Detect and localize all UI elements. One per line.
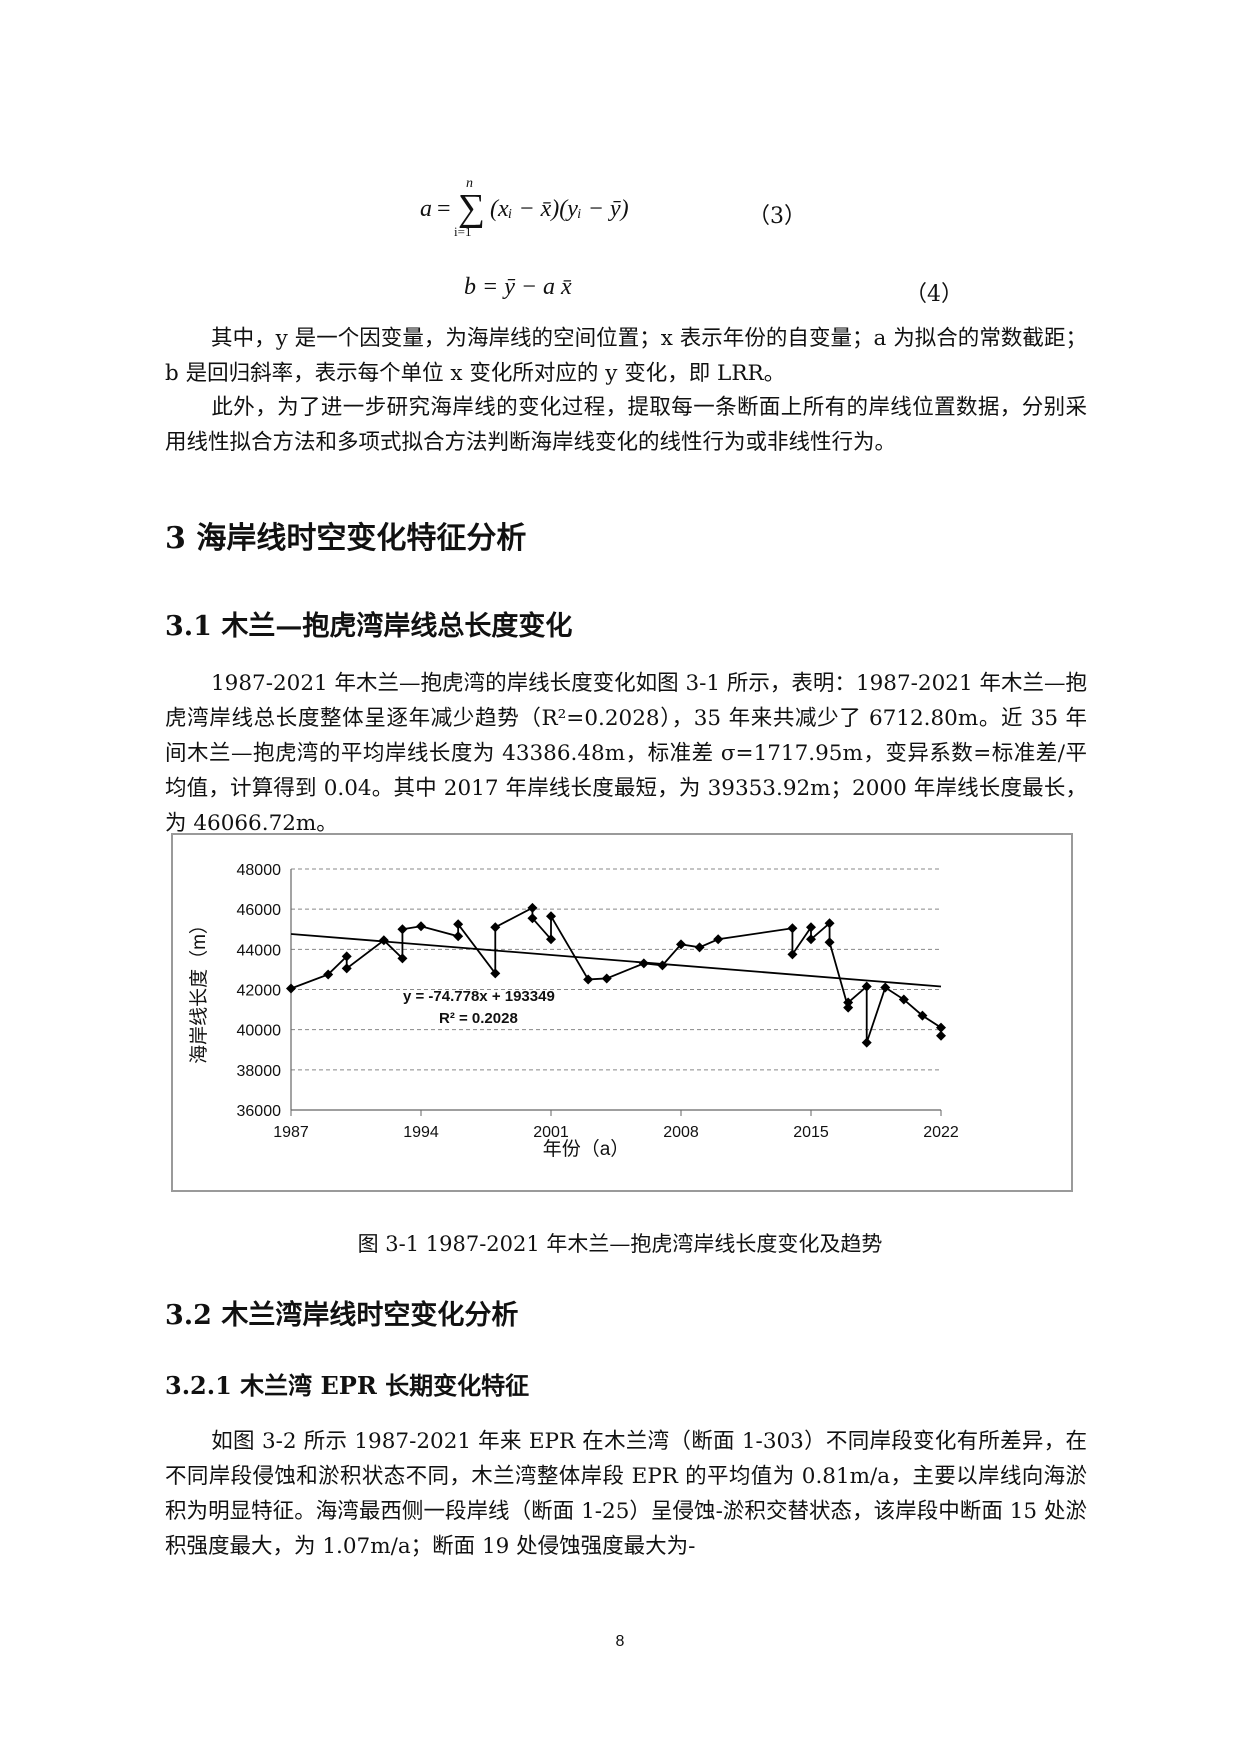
paragraph-length-change-text: 1987-2021 年木兰—抱虎湾的岸线长度变化如图 3-1 所示，表明：198… [165,671,1087,836]
data-point [787,923,798,934]
x-tick-label: 2008 [663,1124,699,1141]
data-point [676,939,686,950]
eq4-number: （4） [905,282,963,307]
data-point [378,935,389,946]
y-tick-label: 42000 [237,983,282,1000]
x-tick-label: 1994 [403,1124,439,1141]
paragraph-methods-text: 此外，为了进一步研究海岸线的变化过程，提取每一条断面上所有的岸线位置数据，分别采… [165,395,1087,455]
data-point [657,960,668,971]
data-point [824,937,835,948]
series-line [290,906,942,1043]
data-point [843,1002,854,1013]
data-point [397,924,408,935]
data-point [843,997,854,1008]
data-point [341,963,352,974]
data-point [527,913,538,924]
eq4-text: b = ȳ − a x̄ [464,274,572,300]
eq3-number: （3） [748,204,806,229]
y-axis-label: 海岸线长度（m） [188,915,210,1064]
data-point [453,931,464,942]
data-point [917,1010,928,1021]
paragraph-length-change: 1987-2021 年木兰—抱虎湾的岸线长度变化如图 3-1 所示，表明：198… [165,666,1087,841]
eq3-lhs: a [420,196,432,222]
data-point [861,981,872,992]
data-point [824,918,835,929]
x-axis-label: 年份（a） [543,1138,630,1160]
trend-r2-label: R² = 0.2028 [439,1010,518,1027]
data-point [453,919,464,930]
data-point [490,968,501,979]
x-tick-label: 2015 [793,1124,829,1141]
eq3-sum-top: n [466,176,473,191]
data-point [806,922,816,933]
data-point [341,951,352,962]
data-point [416,921,426,932]
y-tick-label: 36000 [237,1103,282,1120]
data-point [898,994,909,1005]
data-point [490,922,501,933]
page-number: 8 [615,1633,625,1650]
paragraph-epr: 如图 3-2 所示 1987-2021 年来 EPR 在木兰湾（断面 1-303… [165,1424,1087,1564]
section-heading-3-1: 3.1 木兰—抱虎湾岸线总长度变化 [165,611,573,642]
data-point [787,949,798,960]
eq3-sigma: ∑ [458,187,486,229]
trend-equation-label: y = -74.778x + 193349 [403,988,555,1005]
data-point [694,942,705,953]
y-tick-label: 44000 [237,942,282,959]
paragraph-variables: 其中，y 是一个因变量，为海岸线的空间位置；x 表示年份的自变量；a 为拟合的常… [165,321,1087,391]
data-point [638,958,649,969]
figure-caption: 图 3-1 1987-2021 年木兰—抱虎湾岸线长度变化及趋势 [357,1232,883,1256]
eq3-sum-bottom: i=1 [454,224,472,239]
eq3-body: (xᵢ − x̄)(yᵢ − ȳ) [490,196,629,222]
y-tick-label: 48000 [237,862,282,879]
data-point [286,983,296,994]
data-point [601,973,612,984]
data-point [527,902,538,913]
data-point [713,934,724,945]
data-point [323,969,334,980]
paragraph-variables-text: 其中，y 是一个因变量，为海岸线的空间位置；x 表示年份的自变量；a 为拟合的常… [165,326,1087,386]
data-point [546,934,556,945]
section-heading-3: 3 海岸线时空变化特征分析 [165,521,527,556]
x-tick-label: 2001 [533,1124,569,1141]
data-point [936,1030,946,1041]
data-point [583,974,594,985]
paragraph-epr-text: 如图 3-2 所示 1987-2021 年来 EPR 在木兰湾（断面 1-303… [165,1429,1087,1559]
data-point [546,911,556,922]
y-tick-label: 40000 [237,1023,282,1040]
data-point [861,1037,872,1048]
y-tick-label: 46000 [237,902,282,919]
trend-line [290,933,942,988]
x-tick-label: 1987 [273,1124,309,1141]
section-heading-3-2: 3.2 木兰湾岸线时空变化分析 [165,1300,519,1331]
data-point [936,1022,946,1033]
section-heading-3-2-1: 3.2.1 木兰湾 EPR 长期变化特征 [165,1371,530,1400]
x-tick-label: 2022 [923,1124,959,1141]
data-point [397,953,408,964]
chart-frame: 36000 38000 40000 42000 44000 46000 48000 1987 1… [171,833,1073,1192]
shoreline-length-chart: 36000 38000 40000 42000 44000 46000 48000 1987 1… [188,862,959,1160]
data-point [806,934,816,945]
y-tick-label: 38000 [237,1063,282,1080]
data-point [880,982,891,993]
paragraph-methods: 此外，为了进一步研究海岸线的变化过程，提取每一条断面上所有的岸线位置数据，分别采… [165,390,1087,460]
eq3-equals: = [437,196,451,222]
